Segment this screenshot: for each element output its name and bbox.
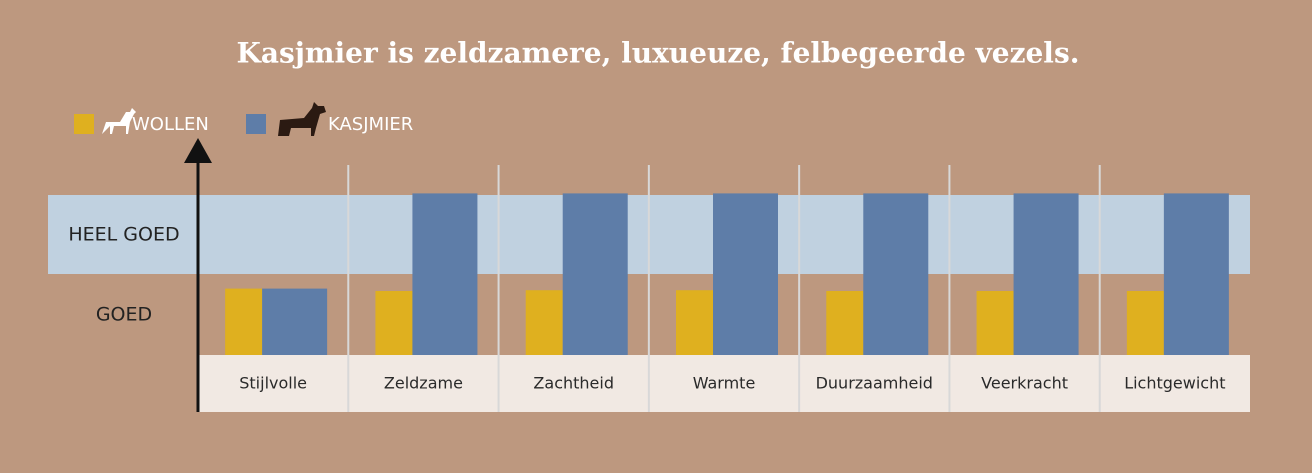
plot bbox=[225, 193, 1229, 355]
bar bbox=[262, 288, 328, 355]
bar bbox=[225, 288, 263, 355]
bar bbox=[412, 193, 478, 355]
x-tick-label: Warmte bbox=[693, 374, 756, 393]
bar bbox=[562, 193, 628, 355]
legend-label: KASJMIER bbox=[328, 114, 413, 135]
x-tick-label: Stijlvolle bbox=[239, 374, 307, 393]
axis-arrow bbox=[184, 138, 212, 163]
x-tick-label: Veerkracht bbox=[981, 374, 1068, 393]
x-tick-label: Zeldzame bbox=[384, 374, 463, 393]
x-tick-label: Duurzaamheid bbox=[816, 374, 933, 393]
legend-swatch bbox=[74, 114, 94, 134]
legend-label: WOLLEN bbox=[132, 114, 209, 135]
separators bbox=[347, 165, 1101, 412]
bar bbox=[676, 290, 713, 355]
bar bbox=[525, 290, 563, 355]
legend-swatch bbox=[246, 114, 266, 134]
bar bbox=[713, 193, 778, 355]
bar bbox=[1013, 193, 1079, 355]
y-tick-label: GOED bbox=[96, 304, 152, 326]
sheep-icon bbox=[102, 108, 136, 134]
x-tick-label: Lichtgewicht bbox=[1124, 374, 1225, 393]
bar bbox=[826, 291, 864, 355]
chart-title: Kasjmier is zeldzamere, luxueuze, felbeg… bbox=[237, 37, 1080, 70]
y-tick-label: HEEL GOED bbox=[68, 224, 179, 246]
bar bbox=[863, 193, 929, 355]
legend: WOLLEN KASJMIER bbox=[74, 114, 413, 135]
bar bbox=[976, 291, 1014, 355]
bar bbox=[1163, 193, 1229, 355]
bar bbox=[1126, 291, 1164, 355]
bar bbox=[375, 291, 413, 355]
category-strip bbox=[198, 355, 1250, 412]
goat-icon bbox=[278, 102, 326, 136]
x-tick-label: Zachtheid bbox=[533, 374, 614, 393]
